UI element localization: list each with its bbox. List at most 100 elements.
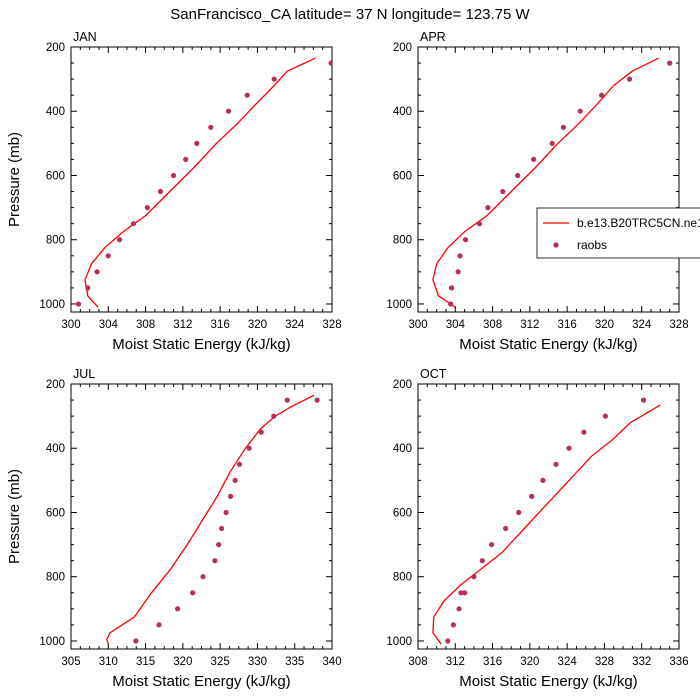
y-tick-label: 1000 <box>39 636 65 648</box>
y-tick-label: 200 <box>46 379 65 391</box>
y-tick-label: 400 <box>393 443 412 455</box>
x-tick-label: 328 <box>669 319 688 331</box>
y-tick-label: 600 <box>46 170 65 182</box>
x-tick-label: 340 <box>322 656 341 668</box>
model-line <box>106 394 315 645</box>
x-tick-label: 320 <box>520 656 539 668</box>
y-tick-label: 600 <box>46 507 65 519</box>
raobs-point <box>194 140 200 146</box>
y-tick-label: 1000 <box>386 299 412 311</box>
y-tick-label: 800 <box>46 572 65 584</box>
model-line <box>84 57 316 308</box>
plot-data <box>75 57 332 308</box>
raobs-point <box>105 253 111 259</box>
panel-jul: 305 310 315 320 325 330 335 340 200 400 600 800 1000… <box>6 367 342 690</box>
x-tick-label: 320 <box>173 656 192 668</box>
y-tick-label: 800 <box>393 235 412 247</box>
y-tick-label: 800 <box>393 572 412 584</box>
y-tick-label: 1000 <box>386 636 412 648</box>
raobs-point <box>175 606 181 612</box>
panel-label: OCT <box>420 367 447 381</box>
raobs-point <box>271 413 277 419</box>
y-tick-label: 1000 <box>39 299 65 311</box>
x-tick-label: 320 <box>248 319 267 331</box>
x-tick-label: 324 <box>632 319 652 331</box>
raobs-point <box>500 188 506 195</box>
panels-group: 300 304 308 312 316 320 324 328 200 400 600 800 1000… <box>6 30 689 690</box>
raobs-point <box>258 429 264 435</box>
raobs-point <box>212 558 218 564</box>
x-tick-label: 316 <box>211 319 230 331</box>
raobs-point <box>549 140 555 146</box>
y-tick-label: 200 <box>46 42 65 54</box>
y-tick-label: 600 <box>393 170 412 182</box>
raobs-point <box>479 558 485 564</box>
plot-frame <box>70 46 333 313</box>
raobs-point <box>515 172 521 179</box>
raobs-point <box>85 285 91 291</box>
x-axis-title: Moist Static Energy (kJ/kg) <box>112 673 290 690</box>
y-axis-title: Pressure (mb) <box>6 132 23 227</box>
raobs-point <box>450 622 456 628</box>
raobs-point <box>228 493 234 499</box>
x-tick-label: 310 <box>99 656 118 668</box>
raobs-point <box>462 237 469 243</box>
x-tick-label: 304 <box>446 319 466 331</box>
raobs-point <box>553 461 559 467</box>
plot-frame <box>70 383 333 650</box>
x-tick-label: 300 <box>61 319 80 331</box>
raobs-point <box>190 590 196 596</box>
raobs-point <box>449 285 455 291</box>
raobs-point <box>602 413 609 419</box>
model-line <box>432 57 659 308</box>
plot-data <box>432 57 673 308</box>
raobs-point <box>641 397 647 403</box>
raobs-point <box>489 542 495 548</box>
raobs-point <box>271 76 277 82</box>
y-tick-label: 400 <box>46 443 65 455</box>
raobs-point <box>219 525 225 532</box>
raobs-point <box>94 269 100 275</box>
raobs-point <box>566 445 572 451</box>
x-tick-label: 328 <box>595 656 614 668</box>
y-tick-label: 600 <box>393 507 412 519</box>
y-axis-title: Pressure (mb) <box>6 469 23 564</box>
x-tick-label: 325 <box>211 656 230 668</box>
x-tick-label: 312 <box>446 656 465 668</box>
raobs-point <box>157 188 164 195</box>
raobs-point <box>599 92 605 98</box>
x-tick-label: 316 <box>483 656 502 668</box>
raobs-point <box>236 461 243 467</box>
raobs-point <box>445 638 451 644</box>
plot-data <box>432 397 661 645</box>
raobs-point <box>246 445 252 451</box>
raobs-point <box>581 429 587 435</box>
x-tick-label: 305 <box>61 656 80 668</box>
legend-box <box>536 207 700 259</box>
raobs-point <box>183 156 189 162</box>
x-tick-label: 316 <box>558 319 577 331</box>
figure-title: SanFrancisco_CA latitude= 37 N longitude… <box>170 6 530 23</box>
y-tick-label: 200 <box>393 42 412 54</box>
x-axis-title: Moist Static Energy (kJ/kg) <box>459 673 637 690</box>
panel-label: APR <box>420 30 446 44</box>
raobs-point <box>244 92 250 98</box>
raobs-point <box>471 574 477 580</box>
raobs-point <box>156 622 162 628</box>
raobs-point <box>200 574 206 580</box>
y-tick-label: 800 <box>46 235 65 247</box>
x-tick-label: 336 <box>669 656 688 668</box>
x-tick-label: 328 <box>322 319 341 331</box>
raobs-point <box>216 542 222 548</box>
raobs-point <box>232 477 238 483</box>
x-tick-label: 335 <box>285 656 304 668</box>
x-tick-label: 315 <box>136 656 155 668</box>
raobs-point <box>540 477 546 483</box>
legend-label: raobs <box>577 238 607 252</box>
panel-jan: 300 304 308 312 316 320 324 328 200 400 600 800 1000… <box>6 30 342 353</box>
x-tick-label: 308 <box>136 319 155 331</box>
plot-data <box>106 394 320 645</box>
x-tick-label: 332 <box>632 656 651 668</box>
raobs-point <box>456 606 462 612</box>
raobs-point <box>457 253 463 259</box>
